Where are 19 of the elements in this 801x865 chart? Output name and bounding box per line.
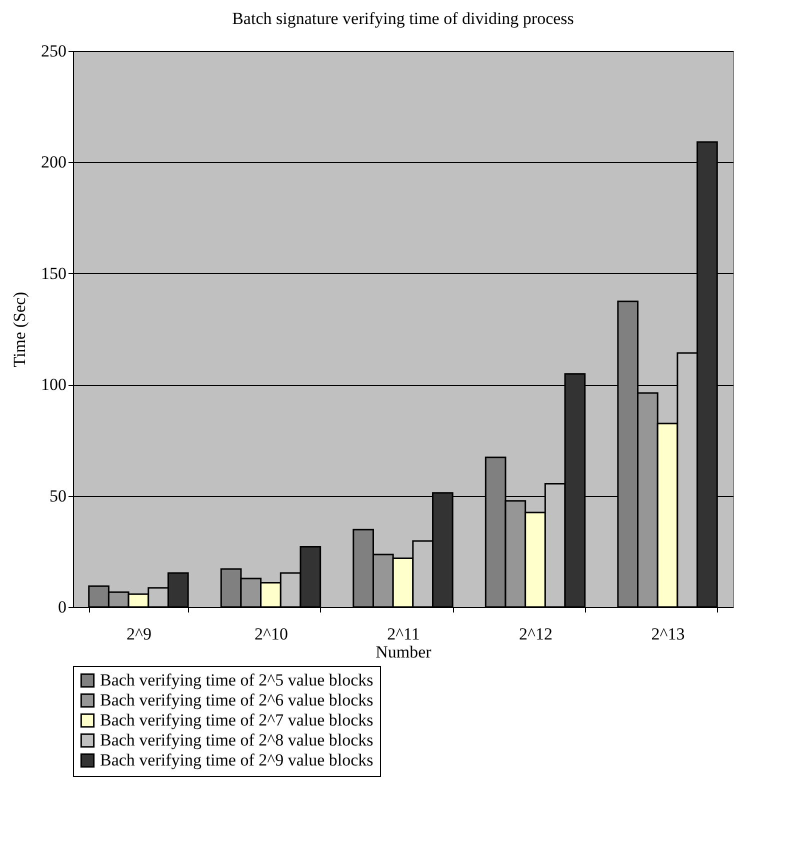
legend-label: Bach verifying time of 2^6 value blocks	[100, 690, 374, 710]
legend-label: Bach verifying time of 2^9 value blocks	[100, 750, 374, 770]
legend-label: Bach verifying time of 2^5 value blocks	[100, 670, 374, 690]
x-axis-title: Number	[376, 642, 432, 662]
legend-label: Bach verifying time of 2^8 value blocks	[100, 730, 374, 750]
x-tick-label: 2^10	[254, 624, 288, 644]
x-tick-label: 2^11	[387, 624, 420, 644]
y-tick-label: 250	[41, 42, 66, 60]
y-tick-label: 50	[50, 486, 66, 506]
y-tick-label: 0	[58, 598, 66, 616]
x-tick-label: 2^9	[126, 624, 152, 644]
x-tick-label: 2^13	[651, 624, 685, 644]
x-tick-label: 2^12	[519, 624, 553, 644]
y-axis-title: Time (Sec)	[10, 292, 29, 368]
y-tick-label: 100	[41, 375, 66, 394]
y-tick-label: 150	[41, 264, 66, 283]
chart-title: Batch signature verifying time of dividing process	[232, 9, 574, 28]
legend-label: Bach verifying time of 2^7 value blocks	[100, 710, 374, 730]
y-tick-label: 200	[41, 152, 66, 172]
